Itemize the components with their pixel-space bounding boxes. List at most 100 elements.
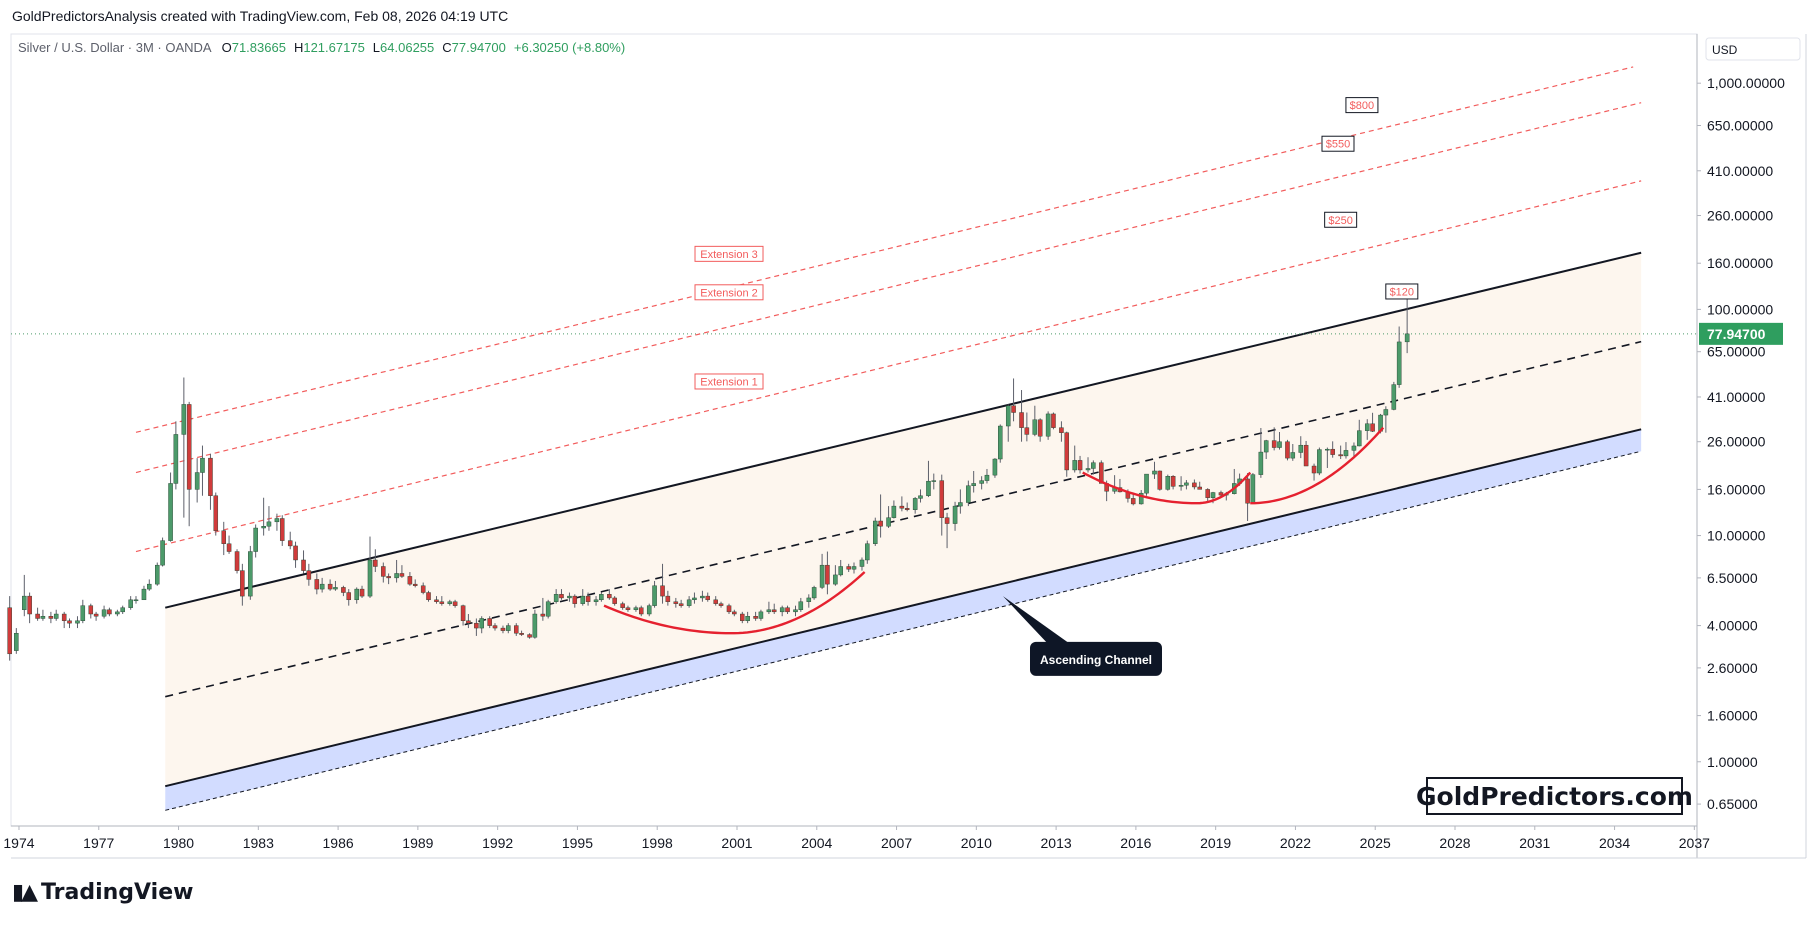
candle-body-32 [221,530,227,544]
candle-body-2 [22,595,27,610]
y-tick-label-13: 2.60000 [1707,660,1758,676]
channel-midline [165,340,1642,698]
y-tick-label-15: 1.00000 [1707,754,1758,770]
x-tick-label-10: 2004 [801,835,832,851]
candle-body-164 [1099,462,1104,484]
y-tick-label-10: 10.00000 [1707,528,1766,544]
y-tick-label-9: 16.00000 [1707,481,1766,497]
candle-body-3 [27,595,32,615]
header-close-value: 77.94700 [452,40,506,55]
saucer-curve-3 [1250,426,1385,505]
candle-body-93 [625,607,631,610]
tradingview-logo-icon: ▮▲ [12,880,38,905]
candle-body-11 [80,605,86,621]
target-label-box-3 [1324,211,1358,228]
last-price-badge [1699,322,1783,345]
candle-body-179 [1197,486,1202,490]
channel-support-line [165,428,1642,788]
candle-body-119 [798,601,804,610]
x-tick-label-2: 1980 [163,835,194,851]
candle-body-108 [726,605,732,613]
candle-body-99 [665,595,671,602]
candle-body-70 [474,622,479,629]
candle-body-133 [891,505,897,518]
candle-body-82 [553,594,559,602]
saucer-curve-1 [603,571,866,635]
y-tick-label-11: 6.50000 [1707,570,1758,586]
candle-body-71 [479,618,484,629]
candle-body-46 [314,579,320,590]
currency-selector[interactable]: USD [1705,37,1801,61]
candle-body-143 [958,502,963,507]
callout-pointer [1002,596,1070,644]
candle-body-154 [1032,419,1038,435]
candle-body-162 [1085,468,1091,471]
candle-body-111 [745,616,750,621]
candle-body-141 [944,517,950,524]
candle-body-49 [333,587,338,590]
candle-body-163 [1091,462,1096,469]
x-tick-label-1: 1977 [83,835,114,851]
candle-body-175 [1170,476,1176,487]
y-tick-label-14: 1.60000 [1707,708,1758,724]
annotation-labels: Extension 1 Extension 2 Extension 3 $800 $55… [694,97,1419,676]
tradingview-logo[interactable]: ▮▲ TradingView [12,880,193,905]
candle-body-159 [1064,432,1070,471]
x-tick-label-15: 2019 [1200,835,1231,851]
y-tick-label-0: 1,000.00000 [1707,75,1785,91]
candle-body-196 [1311,465,1317,474]
candle-body-60 [407,576,413,585]
candle-body-52 [354,588,359,601]
extension-line-3 [135,66,1634,433]
candle-body-7 [53,613,59,619]
candle-body-124 [833,574,838,585]
candle-body-109 [732,611,737,615]
candle-body-122 [819,564,825,588]
candle-body-138 [926,480,931,496]
candle-body-134 [899,505,905,509]
candle-body-13 [93,613,99,617]
candle-body-106 [713,599,718,604]
candle-body-198 [1325,448,1330,451]
candle-body-149 [998,425,1003,460]
candle-body-131 [878,520,883,527]
candle-body-178 [1192,482,1197,488]
candles [7,290,1410,661]
y-tick-label-5: 100.00000 [1707,301,1773,317]
x-tick-label-5: 1989 [402,835,433,851]
candle-body-132 [886,517,891,527]
candle-body-204 [1364,423,1370,431]
candle-body-192 [1285,441,1290,459]
candle-body-88 [593,599,599,602]
x-tick-label-9: 2001 [721,835,752,851]
candle-body-130 [873,520,878,544]
candle-body-98 [660,585,665,597]
candle-body-57 [386,576,391,579]
extension-label-box-1 [694,373,764,390]
header-close-label: C [442,40,451,55]
candle-body-113 [758,611,764,619]
header-low-value: 64.06255 [380,40,434,55]
extension-label-box-3 [694,245,764,262]
candle-body-210 [1404,333,1410,343]
candle-body-10 [75,620,80,624]
candle-body-201 [1343,450,1349,457]
candle-body-87 [585,595,591,602]
candle-body-9 [67,620,72,624]
candle-body-102 [686,599,692,606]
callout-box [1029,641,1162,676]
x-tick-label-14: 2016 [1120,835,1151,851]
candle-body-8 [61,613,67,621]
candle-body-86 [580,595,586,604]
candle-body-197 [1317,449,1322,474]
candle-body-207 [1383,409,1389,416]
candle-body-188 [1258,451,1264,475]
candle-body-191 [1277,441,1282,448]
candle-body-56 [381,566,386,577]
candle-body-69 [466,620,471,624]
extension-label-3: Extension 3 [694,245,764,262]
candle-body-169 [1130,498,1136,505]
target-label-text-4: $120 [1390,286,1414,298]
y-tick-label-3: 260.00000 [1707,208,1773,224]
